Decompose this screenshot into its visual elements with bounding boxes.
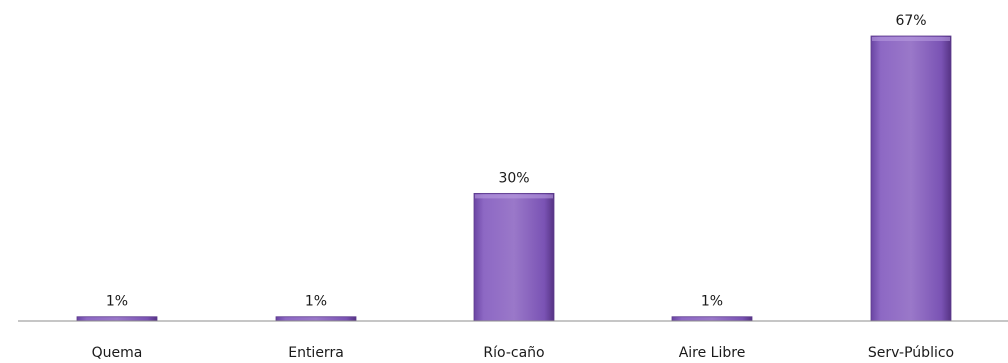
data-label-2: 30% bbox=[498, 170, 529, 186]
bar-2 bbox=[473, 192, 555, 322]
x-tick-label-4: Serv-Público bbox=[868, 345, 954, 361]
x-tick-label-3: Aire Libre bbox=[679, 345, 746, 361]
x-tick-label-0: Quema bbox=[92, 345, 143, 361]
bar-highlight-4 bbox=[872, 37, 950, 41]
bar-3 bbox=[671, 316, 753, 322]
x-tick-labels: Quema Entierra Río-caño Aire Libre Serv-Públ… bbox=[92, 345, 954, 361]
bar-4 bbox=[870, 35, 952, 322]
x-tick-label-1: Entierra bbox=[288, 345, 344, 361]
bar-0 bbox=[76, 316, 158, 322]
data-label-1: 1% bbox=[305, 294, 327, 310]
data-label-3: 1% bbox=[701, 294, 723, 310]
data-label-0: 1% bbox=[106, 294, 128, 310]
bar-1 bbox=[275, 316, 357, 322]
bar-highlight-2 bbox=[475, 194, 553, 199]
data-label-4: 67% bbox=[895, 13, 926, 29]
bars-group bbox=[76, 35, 952, 322]
x-tick-label-2: Río-caño bbox=[483, 345, 544, 361]
data-labels: 1% 1% 30% 1% 67% bbox=[106, 13, 927, 310]
